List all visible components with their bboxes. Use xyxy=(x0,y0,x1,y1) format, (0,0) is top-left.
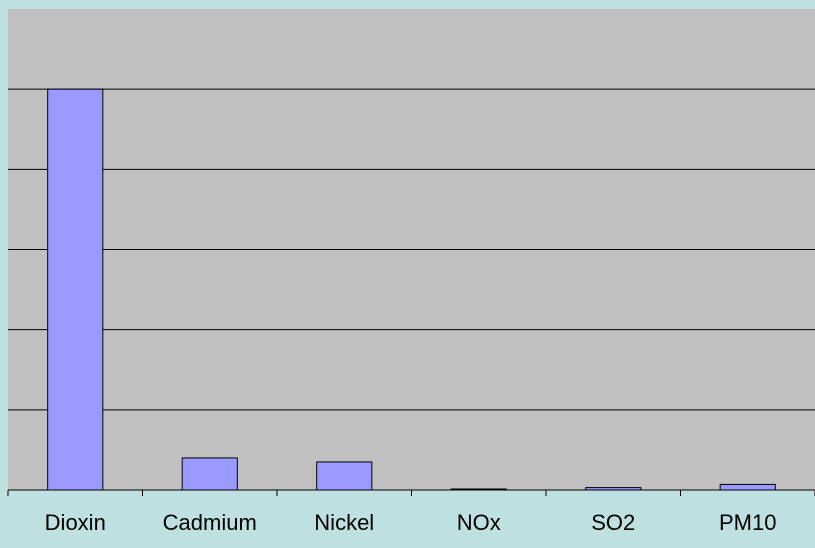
x-tick-label-so2: SO2 xyxy=(591,510,635,535)
x-tick-label-dioxin: Dioxin xyxy=(45,510,106,535)
x-tick-label-nickel: Nickel xyxy=(314,510,374,535)
x-tick-label-cadmium: Cadmium xyxy=(163,510,257,535)
x-tick-label-pm10: PM10 xyxy=(719,510,776,535)
bars xyxy=(47,88,776,491)
bar-pm10 xyxy=(719,483,776,491)
x-axis-ticks xyxy=(7,490,815,496)
bar-dioxin xyxy=(47,88,104,491)
gridlines xyxy=(8,88,815,411)
x-axis-tick-labels: Dioxin Cadmium Nickel NOx SO2 PM10 xyxy=(45,510,777,535)
bar-nickel xyxy=(316,461,373,491)
bar-cadmium xyxy=(181,457,238,491)
x-tick-label-nox: NOx xyxy=(457,510,501,535)
